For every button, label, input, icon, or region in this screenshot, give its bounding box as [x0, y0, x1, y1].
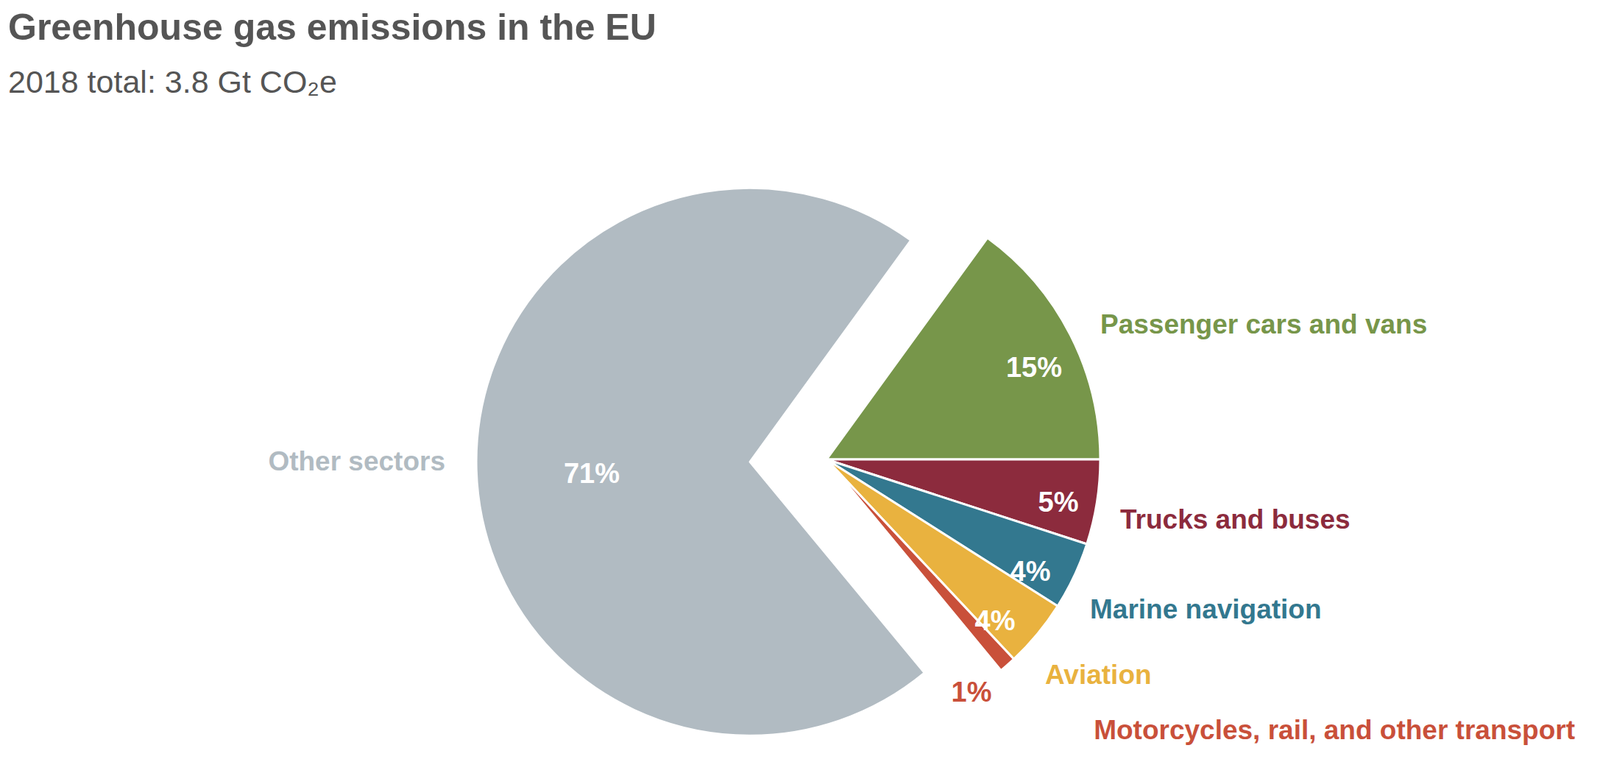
- category-label: Aviation: [1045, 659, 1152, 690]
- pie-slice: [476, 187, 925, 736]
- category-label: Trucks and buses: [1120, 504, 1351, 535]
- data-label: 4%: [1010, 555, 1051, 587]
- data-label: 71%: [563, 457, 620, 489]
- labels: Passenger cars and vans 15% Trucks and bus…: [267, 309, 1575, 745]
- category-label: Motorcycles, rail, and other transport: [1093, 714, 1575, 745]
- category-label: Marine navigation: [1089, 593, 1322, 625]
- slices: [476, 187, 1101, 736]
- subtitle: 2018 total: 3.8 Gt CO₂e: [8, 64, 338, 100]
- data-label: 5%: [1038, 486, 1079, 518]
- data-label: 4%: [975, 604, 1016, 636]
- category-label: Other sectors: [267, 445, 446, 477]
- title: Greenhouse gas emissions in the EU: [8, 6, 657, 48]
- data-label: 1%: [951, 676, 993, 708]
- data-label: 15%: [1006, 351, 1063, 383]
- chart-container: Greenhouse gas emissions in the EU 2018 t…: [0, 0, 1600, 776]
- category-label: Passenger cars and vans: [1100, 309, 1428, 340]
- chart-svg: Greenhouse gas emissions in the EU 2018 t…: [0, 0, 1600, 776]
